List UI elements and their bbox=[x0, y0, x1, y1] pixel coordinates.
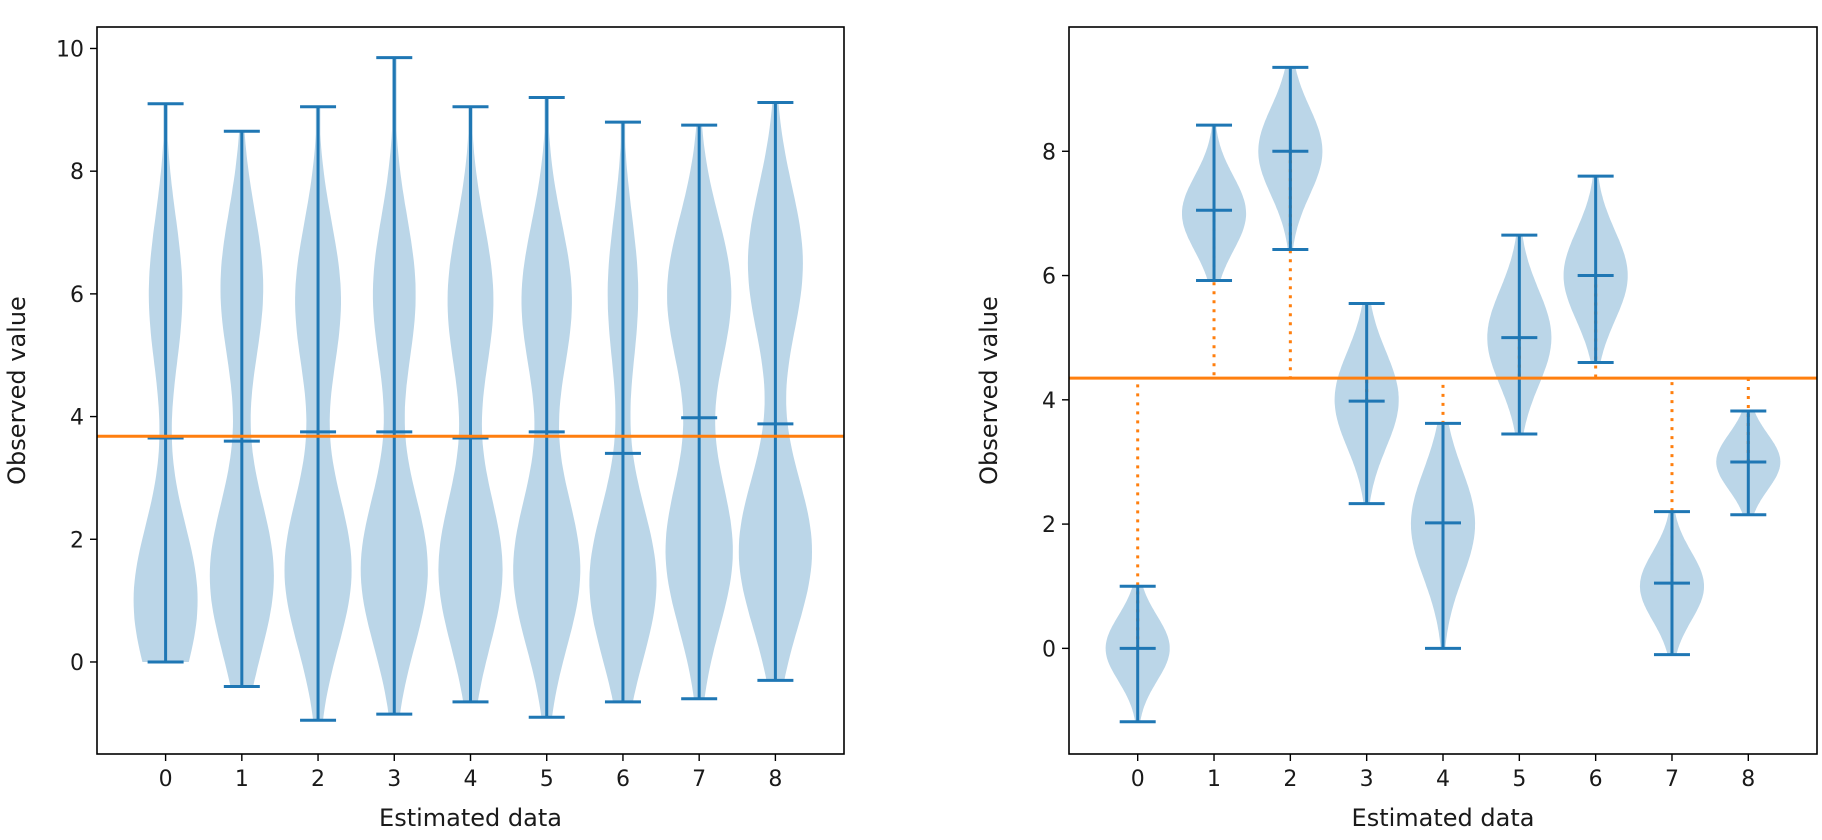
x-tick-label-6: 6 bbox=[1589, 767, 1603, 792]
x-tick-label-4: 4 bbox=[1436, 767, 1450, 792]
x-tick-label-8: 8 bbox=[1741, 767, 1755, 792]
x-tick-label-0: 0 bbox=[1131, 767, 1145, 792]
x-tick-label-5: 5 bbox=[540, 767, 554, 792]
x-tick-label-3: 3 bbox=[387, 767, 401, 792]
y-tick-label-5: 10 bbox=[56, 37, 84, 62]
y-axis-label: Observed value bbox=[3, 296, 31, 485]
right-violin-panel: 0 1 2 3 4 5 6 7 8 0 2 4 6 8 Estimated data Observed val… bbox=[975, 26, 1818, 832]
x-tick-label-8: 8 bbox=[768, 767, 782, 792]
x-tick-label-7: 7 bbox=[1665, 767, 1679, 792]
x-tick-label-2: 2 bbox=[1283, 767, 1297, 792]
x-tick-label-7: 7 bbox=[692, 767, 706, 792]
y-tick-label-3: 6 bbox=[70, 283, 84, 308]
x-tick-label-1: 1 bbox=[235, 767, 249, 792]
y-tick-label-0: 0 bbox=[1042, 637, 1056, 662]
y-tick-label-2: 4 bbox=[1042, 389, 1056, 414]
y-tick-label-1: 2 bbox=[70, 528, 84, 553]
x-axis-label: Estimated data bbox=[1352, 804, 1535, 832]
y-tick-label-1: 2 bbox=[1042, 513, 1056, 538]
left-violin-panel: 0 1 2 3 4 5 6 7 8 0 2 4 6 8 10 Estimated data Observed v… bbox=[3, 26, 845, 832]
y-axis-label: Observed value bbox=[975, 296, 1003, 485]
x-tick-label-5: 5 bbox=[1512, 767, 1526, 792]
y-tick-label-4: 8 bbox=[70, 160, 84, 185]
x-tick-label-2: 2 bbox=[311, 767, 325, 792]
x-tick-label-4: 4 bbox=[464, 767, 478, 792]
x-tick-label-6: 6 bbox=[616, 767, 630, 792]
x-tick-label-0: 0 bbox=[159, 767, 173, 792]
y-tick-label-2: 4 bbox=[70, 406, 84, 431]
x-axis-label: Estimated data bbox=[379, 804, 562, 832]
x-tick-label-1: 1 bbox=[1207, 767, 1221, 792]
x-tick-label-3: 3 bbox=[1360, 767, 1374, 792]
y-tick-label-4: 8 bbox=[1042, 140, 1056, 165]
y-tick-label-0: 0 bbox=[70, 651, 84, 676]
y-tick-label-3: 6 bbox=[1042, 265, 1056, 290]
